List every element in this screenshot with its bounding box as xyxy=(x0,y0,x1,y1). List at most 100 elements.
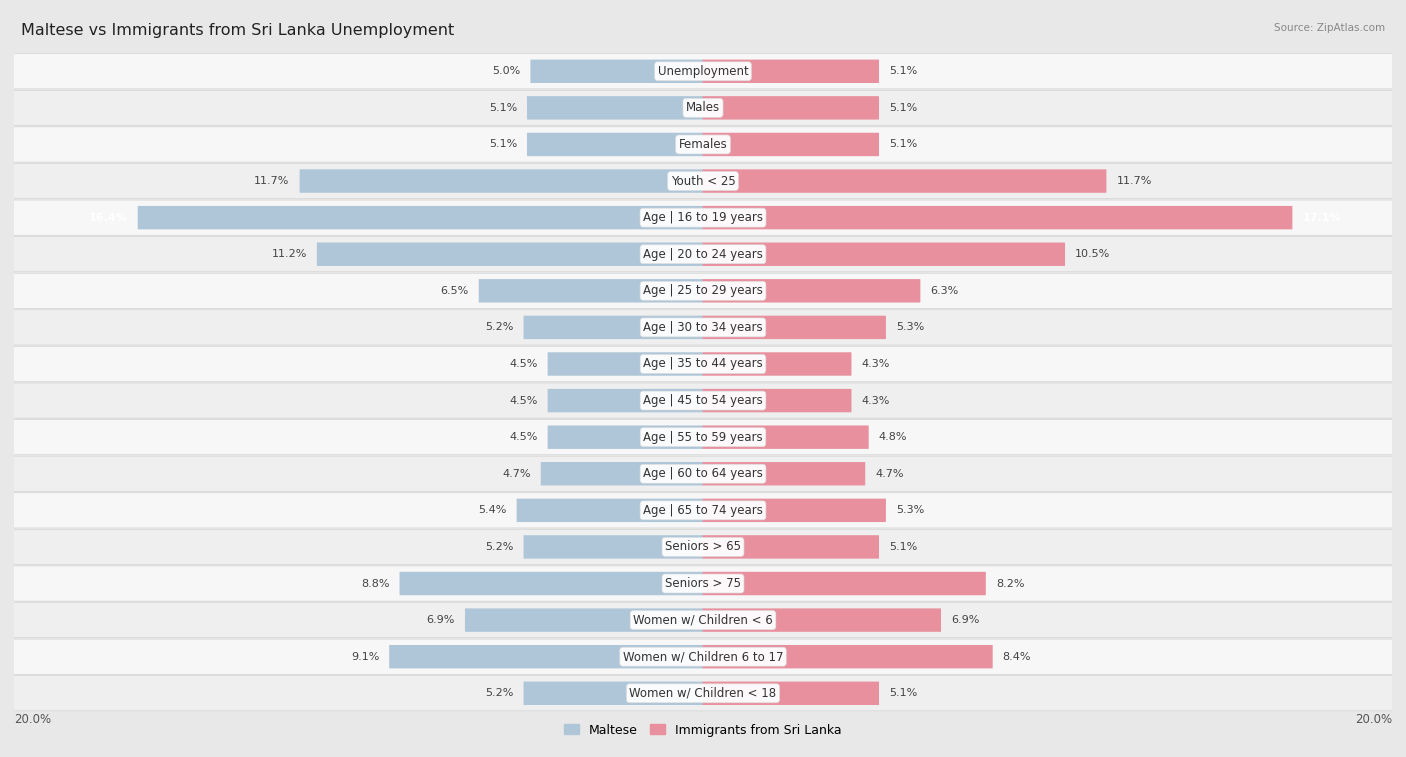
FancyBboxPatch shape xyxy=(299,170,703,193)
FancyBboxPatch shape xyxy=(548,389,703,413)
FancyBboxPatch shape xyxy=(138,206,703,229)
Legend: Maltese, Immigrants from Sri Lanka: Maltese, Immigrants from Sri Lanka xyxy=(560,718,846,742)
Text: Age | 20 to 24 years: Age | 20 to 24 years xyxy=(643,248,763,260)
Text: 11.2%: 11.2% xyxy=(271,249,307,259)
Text: 11.7%: 11.7% xyxy=(1116,176,1152,186)
FancyBboxPatch shape xyxy=(516,499,703,522)
FancyBboxPatch shape xyxy=(703,316,886,339)
FancyBboxPatch shape xyxy=(703,425,869,449)
Text: Age | 65 to 74 years: Age | 65 to 74 years xyxy=(643,504,763,517)
Text: Unemployment: Unemployment xyxy=(658,65,748,78)
FancyBboxPatch shape xyxy=(14,566,1392,601)
Text: Age | 35 to 44 years: Age | 35 to 44 years xyxy=(643,357,763,370)
FancyBboxPatch shape xyxy=(14,310,1392,345)
FancyBboxPatch shape xyxy=(14,127,1392,162)
FancyBboxPatch shape xyxy=(703,389,852,413)
FancyBboxPatch shape xyxy=(14,164,1392,198)
Text: 4.3%: 4.3% xyxy=(862,359,890,369)
Text: 5.1%: 5.1% xyxy=(489,139,517,149)
Text: 5.3%: 5.3% xyxy=(896,506,924,516)
Text: 5.1%: 5.1% xyxy=(889,67,917,76)
FancyBboxPatch shape xyxy=(14,347,1392,382)
Text: 4.5%: 4.5% xyxy=(509,359,537,369)
FancyBboxPatch shape xyxy=(389,645,703,668)
Text: Youth < 25: Youth < 25 xyxy=(671,175,735,188)
Text: 4.7%: 4.7% xyxy=(875,469,904,478)
FancyBboxPatch shape xyxy=(527,96,703,120)
FancyBboxPatch shape xyxy=(530,60,703,83)
Text: 8.2%: 8.2% xyxy=(995,578,1025,588)
Text: 8.4%: 8.4% xyxy=(1002,652,1031,662)
FancyBboxPatch shape xyxy=(316,242,703,266)
Text: 4.8%: 4.8% xyxy=(879,432,907,442)
FancyBboxPatch shape xyxy=(703,572,986,595)
FancyBboxPatch shape xyxy=(703,352,852,375)
FancyBboxPatch shape xyxy=(703,535,879,559)
Text: 9.1%: 9.1% xyxy=(352,652,380,662)
FancyBboxPatch shape xyxy=(14,676,1392,711)
FancyBboxPatch shape xyxy=(541,462,703,485)
FancyBboxPatch shape xyxy=(703,206,1292,229)
Text: 5.1%: 5.1% xyxy=(889,103,917,113)
Text: Age | 25 to 29 years: Age | 25 to 29 years xyxy=(643,285,763,298)
Text: Age | 45 to 54 years: Age | 45 to 54 years xyxy=(643,394,763,407)
Text: 4.7%: 4.7% xyxy=(502,469,531,478)
FancyBboxPatch shape xyxy=(465,609,703,632)
FancyBboxPatch shape xyxy=(527,132,703,156)
FancyBboxPatch shape xyxy=(14,90,1392,126)
FancyBboxPatch shape xyxy=(523,681,703,705)
FancyBboxPatch shape xyxy=(479,279,703,303)
Text: Women w/ Children < 6: Women w/ Children < 6 xyxy=(633,614,773,627)
Text: 6.9%: 6.9% xyxy=(426,615,456,625)
FancyBboxPatch shape xyxy=(523,535,703,559)
Text: 6.3%: 6.3% xyxy=(931,286,959,296)
Text: 5.2%: 5.2% xyxy=(485,688,513,698)
Text: 5.1%: 5.1% xyxy=(889,139,917,149)
FancyBboxPatch shape xyxy=(548,352,703,375)
FancyBboxPatch shape xyxy=(14,237,1392,272)
Text: 11.7%: 11.7% xyxy=(254,176,290,186)
FancyBboxPatch shape xyxy=(703,681,879,705)
Text: 5.1%: 5.1% xyxy=(889,688,917,698)
Text: 5.3%: 5.3% xyxy=(896,322,924,332)
FancyBboxPatch shape xyxy=(703,499,886,522)
FancyBboxPatch shape xyxy=(703,170,1107,193)
FancyBboxPatch shape xyxy=(14,419,1392,455)
Text: 5.2%: 5.2% xyxy=(485,322,513,332)
FancyBboxPatch shape xyxy=(703,96,879,120)
Text: 5.2%: 5.2% xyxy=(485,542,513,552)
Text: 20.0%: 20.0% xyxy=(14,713,51,727)
FancyBboxPatch shape xyxy=(523,316,703,339)
FancyBboxPatch shape xyxy=(703,60,879,83)
FancyBboxPatch shape xyxy=(14,273,1392,308)
FancyBboxPatch shape xyxy=(703,462,865,485)
Text: Women w/ Children < 18: Women w/ Children < 18 xyxy=(630,687,776,699)
FancyBboxPatch shape xyxy=(14,603,1392,637)
Text: Females: Females xyxy=(679,138,727,151)
Text: 8.8%: 8.8% xyxy=(361,578,389,588)
FancyBboxPatch shape xyxy=(14,493,1392,528)
Text: Maltese vs Immigrants from Sri Lanka Unemployment: Maltese vs Immigrants from Sri Lanka Une… xyxy=(21,23,454,38)
Text: Age | 30 to 34 years: Age | 30 to 34 years xyxy=(643,321,763,334)
Text: Males: Males xyxy=(686,101,720,114)
Text: Source: ZipAtlas.com: Source: ZipAtlas.com xyxy=(1274,23,1385,33)
FancyBboxPatch shape xyxy=(703,242,1064,266)
Text: Women w/ Children 6 to 17: Women w/ Children 6 to 17 xyxy=(623,650,783,663)
FancyBboxPatch shape xyxy=(14,200,1392,235)
FancyBboxPatch shape xyxy=(548,425,703,449)
Text: Age | 60 to 64 years: Age | 60 to 64 years xyxy=(643,467,763,480)
Text: 5.1%: 5.1% xyxy=(889,542,917,552)
Text: 4.3%: 4.3% xyxy=(862,396,890,406)
Text: 5.4%: 5.4% xyxy=(478,506,506,516)
Text: 5.0%: 5.0% xyxy=(492,67,520,76)
FancyBboxPatch shape xyxy=(14,639,1392,674)
FancyBboxPatch shape xyxy=(399,572,703,595)
Text: 5.1%: 5.1% xyxy=(489,103,517,113)
FancyBboxPatch shape xyxy=(14,456,1392,491)
FancyBboxPatch shape xyxy=(703,279,921,303)
FancyBboxPatch shape xyxy=(703,645,993,668)
Text: Age | 55 to 59 years: Age | 55 to 59 years xyxy=(643,431,763,444)
Text: Seniors > 65: Seniors > 65 xyxy=(665,540,741,553)
Text: Seniors > 75: Seniors > 75 xyxy=(665,577,741,590)
Text: 17.1%: 17.1% xyxy=(1302,213,1341,223)
